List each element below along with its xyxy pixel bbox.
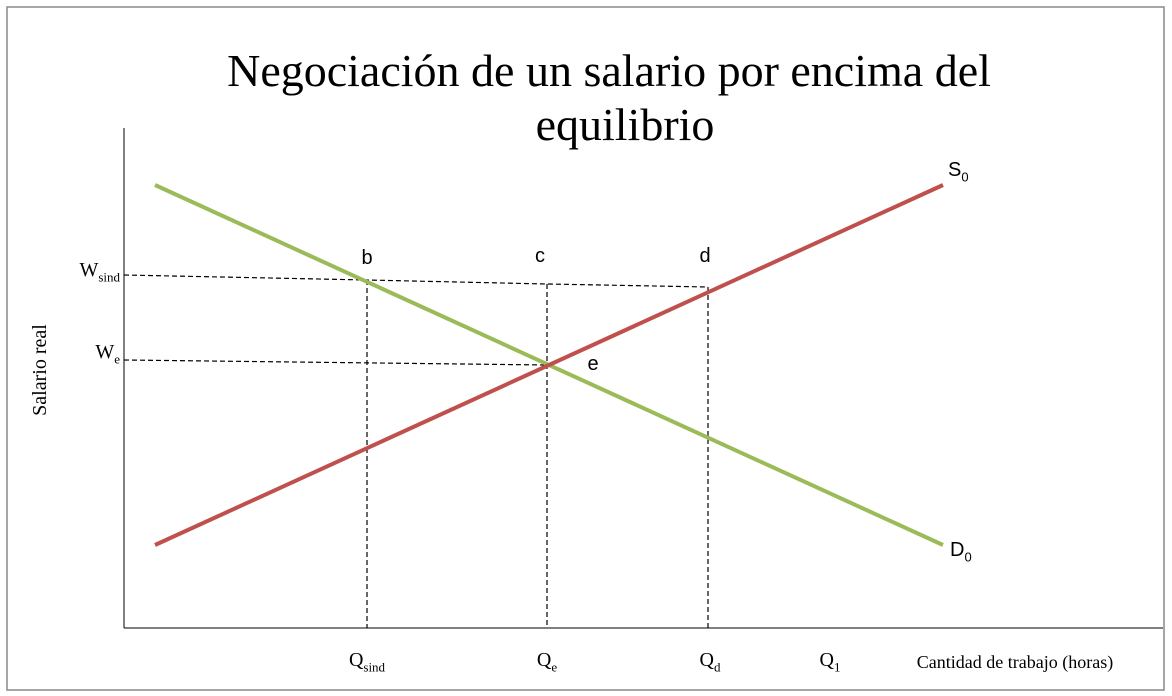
- point-label: e: [587, 353, 598, 375]
- y-label-base: W: [79, 259, 98, 281]
- x-label: Qd: [700, 649, 721, 675]
- x-label: Qe: [537, 649, 557, 675]
- x-label-sub: sind: [363, 660, 385, 675]
- y-label: We: [95, 341, 120, 367]
- x-axis-label: Cantidad de trabajo (horas): [917, 652, 1113, 673]
- curve-label-base: D: [950, 539, 964, 561]
- x-label: Q1: [820, 649, 841, 675]
- x-label-base: Q: [537, 649, 552, 671]
- curve-label-base: S: [948, 159, 961, 181]
- y-label: Wsind: [79, 259, 120, 285]
- point-label: c: [535, 245, 545, 267]
- y-label-sub: e: [114, 352, 120, 367]
- curve-label-sub: 0: [964, 550, 971, 565]
- guide-line: [123, 274, 709, 288]
- title: equilibrio: [536, 99, 715, 150]
- x-label-base: Q: [349, 649, 364, 671]
- guide-line: [123, 359, 548, 366]
- x-label-base: Q: [820, 649, 835, 671]
- x-label-sub: e: [551, 660, 557, 675]
- point-label: b: [361, 247, 372, 269]
- x-label-base: Q: [700, 649, 715, 671]
- x-label-sub: d: [714, 660, 721, 675]
- supply-curve: [154, 183, 944, 547]
- point-label: d: [699, 245, 710, 267]
- curve-label: D0: [950, 539, 972, 565]
- frame: [6, 6, 1165, 691]
- curve-label-sub: 0: [961, 170, 968, 185]
- x-label-sub: 1: [834, 660, 841, 675]
- y-label-base: W: [95, 341, 114, 363]
- curve-label: S0: [948, 159, 969, 185]
- title: Negociación de un salario por encima del: [227, 45, 991, 96]
- y-label-sub: sind: [98, 270, 120, 285]
- x-label: Qsind: [349, 649, 386, 675]
- y-axis-label: Salario real: [29, 324, 51, 416]
